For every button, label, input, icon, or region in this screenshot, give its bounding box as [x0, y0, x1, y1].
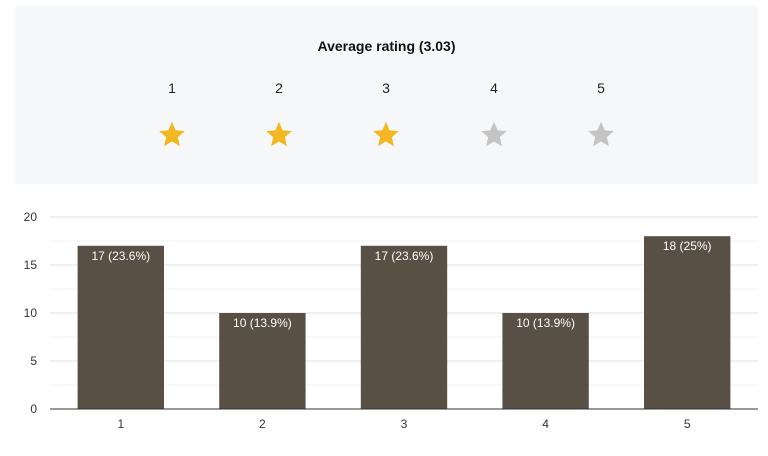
- star-option-1[interactable]: 1: [152, 80, 192, 148]
- bar-3: [360, 245, 448, 409]
- bar-data-label: 10 (13.9%): [233, 316, 292, 330]
- bar-1: [77, 245, 164, 409]
- star-number-label: 3: [382, 80, 390, 96]
- star-filled-icon: [373, 121, 399, 147]
- bar-5: [644, 236, 731, 409]
- star-option-5[interactable]: 5: [581, 80, 621, 148]
- y-axis-ticks: 0 5 10 15 20: [24, 210, 38, 416]
- star-number-label: 4: [490, 80, 498, 96]
- y-tick-label: 15: [24, 258, 38, 272]
- star-number-label: 2: [275, 80, 283, 96]
- bar-data-label: 10 (13.9%): [516, 316, 575, 330]
- x-tick-label: 4: [542, 417, 549, 431]
- y-tick-label: 0: [30, 402, 37, 416]
- star-number-label: 5: [597, 80, 605, 96]
- average-rating-title: Average rating (3.03): [317, 38, 456, 54]
- y-tick-label: 5: [30, 354, 37, 368]
- average-rating-panel: Average rating (3.03) 1 2 3 4 5: [15, 6, 758, 184]
- star-filled-icon: [266, 121, 292, 147]
- x-tick-label: 5: [684, 417, 691, 431]
- x-tick-label: 2: [259, 417, 266, 431]
- star-filled-icon: [159, 121, 185, 147]
- bar-4: [502, 313, 589, 409]
- bar-2: [219, 313, 306, 409]
- bar-data-label: 17 (23.6%): [91, 249, 150, 263]
- star-empty-icon: [481, 121, 507, 147]
- bar-data-label: 17 (23.6%): [375, 249, 434, 263]
- x-tick-label: 1: [117, 417, 124, 431]
- star-option-2[interactable]: 2: [259, 80, 299, 148]
- y-tick-label: 10: [24, 306, 38, 320]
- star-option-3[interactable]: 3: [366, 80, 406, 148]
- chart-bars: 17 (23.6%) 10 (13.9%) 17 (23.6%) 10 (13.9%)…: [77, 236, 731, 409]
- x-tick-label: 3: [401, 417, 408, 431]
- x-axis-ticks: 1 2 3 4 5: [50, 408, 758, 431]
- star-empty-icon: [588, 121, 614, 147]
- bar-data-label: 18 (25%): [663, 239, 712, 253]
- star-option-4[interactable]: 4: [474, 80, 514, 148]
- y-tick-label: 20: [24, 210, 38, 224]
- star-number-label: 1: [168, 80, 176, 96]
